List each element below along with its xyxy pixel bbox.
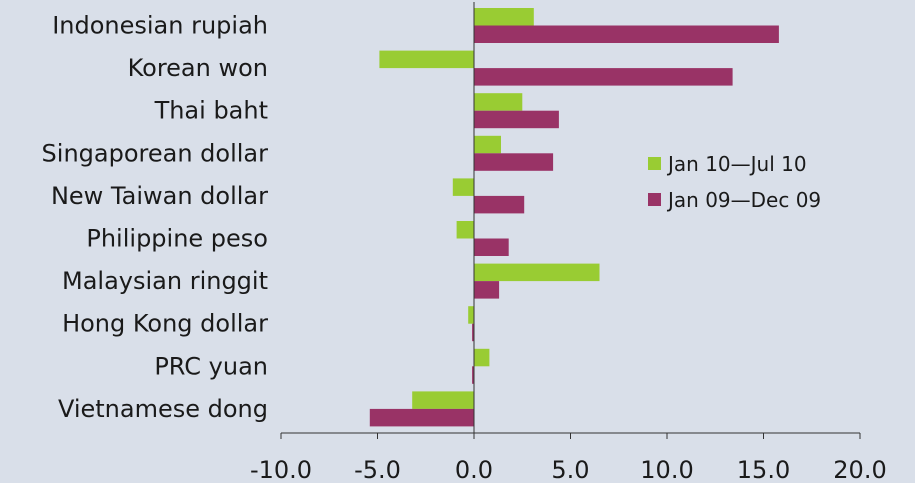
bar-jan10-jul10-9 xyxy=(412,391,474,409)
bar-jan09-dec09-4 xyxy=(474,195,525,214)
bar-jan10-jul10-1 xyxy=(379,50,474,69)
bar-jan09-dec09-7 xyxy=(472,323,474,342)
category-label: Vietnamese dong xyxy=(58,395,268,423)
legend-label: Jan 10—Jul 10 xyxy=(666,152,807,176)
bar-jan09-dec09-1 xyxy=(474,68,733,86)
category-label: Malaysian ringgit xyxy=(62,267,268,295)
bar-jan10-jul10-0 xyxy=(474,8,534,26)
tick-label: -5.0 xyxy=(354,456,401,483)
bar-jan09-dec09-6 xyxy=(474,281,500,299)
bar-jan09-dec09-8 xyxy=(472,366,474,384)
legend-label: Jan 09—Dec 09 xyxy=(666,188,821,212)
tick-label: 5.0 xyxy=(551,456,589,483)
legend-swatch xyxy=(648,193,661,206)
category-label: Thai baht xyxy=(154,97,268,125)
category-label: Singaporean dollar xyxy=(42,139,269,167)
tick-label: 0.0 xyxy=(455,456,493,483)
bar-jan10-jul10-6 xyxy=(474,263,600,282)
bar-jan09-dec09-2 xyxy=(474,110,559,129)
bar-jan10-jul10-7 xyxy=(468,306,474,324)
legend: Jan 10—Jul 10 Jan 09—Dec 09 xyxy=(648,152,821,212)
category-label: New Taiwan dollar xyxy=(51,182,268,210)
bar-jan10-jul10-3 xyxy=(474,135,501,154)
bar-jan10-jul10-5 xyxy=(456,221,474,239)
bar-jan09-dec09-9 xyxy=(369,408,474,427)
category-labels: Indonesian rupiah Korean won Thai baht Sing… xyxy=(42,12,269,423)
x-axis-ticks: -10.0 -5.0 0.0 5.0 10.0 15.0 20.0 xyxy=(250,433,887,483)
category-label: Philippine peso xyxy=(86,225,268,253)
tick-label: -10.0 xyxy=(250,456,312,483)
tick-label: 15.0 xyxy=(737,456,790,483)
tick-label: 20.0 xyxy=(833,456,886,483)
legend-swatch xyxy=(648,157,661,170)
tick-label: 10.0 xyxy=(640,456,693,483)
bar-jan09-dec09-0 xyxy=(474,25,779,43)
category-label: Indonesian rupiah xyxy=(52,12,268,40)
bar-jan10-jul10-2 xyxy=(474,93,523,111)
category-label: Hong Kong dollar xyxy=(62,310,268,338)
category-label: PRC yuan xyxy=(154,352,268,380)
bar-jan09-dec09-3 xyxy=(474,153,554,171)
bar-jan10-jul10-8 xyxy=(474,348,490,367)
category-label: Korean won xyxy=(128,54,268,82)
bar-jan09-dec09-5 xyxy=(474,238,509,256)
bar-jan10-jul10-4 xyxy=(452,178,474,196)
bars-group xyxy=(369,8,779,427)
